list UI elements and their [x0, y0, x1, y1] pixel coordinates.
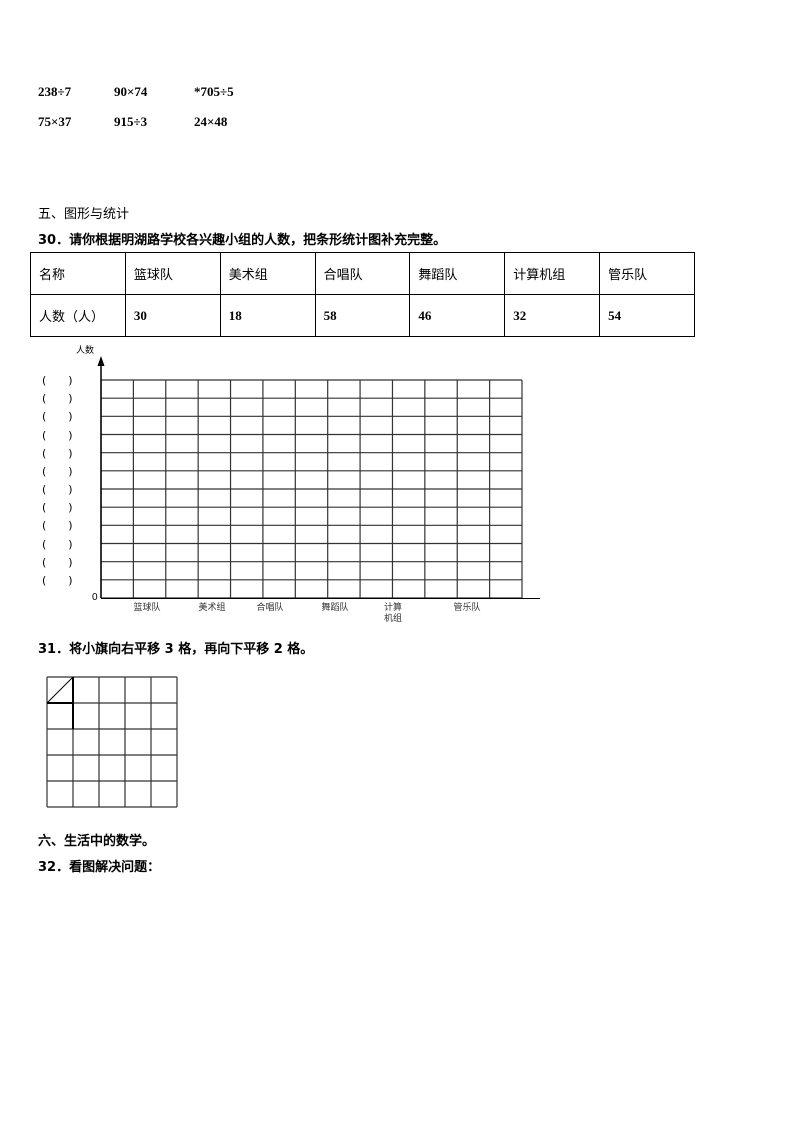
- calc-3: *705÷5: [194, 84, 234, 99]
- calc-1: 238÷7: [38, 84, 72, 99]
- y-tick-blank[interactable]: ( ): [42, 392, 73, 406]
- calc-2: 90×74: [114, 84, 148, 99]
- table-cell: 名称: [30, 252, 126, 295]
- y-tick-blank[interactable]: ( ): [42, 410, 73, 424]
- table-cell: 54: [599, 294, 695, 337]
- group-count-table: 名称 篮球队 美术组 合唱队 舞蹈队 计算机组 管乐队 人数（人） 30 18 …: [30, 252, 695, 337]
- table-cell: 管乐队: [599, 252, 695, 295]
- y-tick-blank[interactable]: ( ): [42, 501, 73, 515]
- y-axis-label: 人数: [76, 346, 95, 356]
- table-cell: 计算机组: [504, 252, 601, 295]
- flag-icon: [46, 676, 74, 729]
- question-31: 31．将小旗向右平移 3 格，再向下平移 2 格。: [38, 642, 314, 657]
- table-cell: 18: [219, 294, 316, 337]
- section-6-title: 六、生活中的数学。: [38, 834, 156, 849]
- table-cell: 人数（人）: [30, 294, 126, 337]
- table-cell: 46: [409, 294, 506, 337]
- x-label-band: 管乐队: [453, 603, 481, 613]
- y-tick-blank[interactable]: ( ): [42, 555, 73, 569]
- table-cell: 32: [504, 294, 601, 337]
- x-label-computer: 计算机组: [383, 603, 402, 624]
- calc-4: 75×37: [38, 114, 72, 129]
- y-tick-blank[interactable]: ( ): [42, 573, 73, 587]
- y-tick-blank[interactable]: ( ): [42, 428, 73, 442]
- table-cell: 合唱队: [314, 252, 411, 295]
- table-cell: 30: [124, 294, 221, 337]
- y-tick-blank[interactable]: ( ): [42, 446, 73, 460]
- y-tick-blank[interactable]: ( ): [42, 374, 73, 387]
- flag-diagonal: [46, 676, 74, 704]
- x-label-art: 美术组: [198, 603, 226, 613]
- y-axis-arrow-icon: [97, 356, 105, 366]
- table-header-row: 名称 篮球队 美术组 合唱队 舞蹈队 计算机组 管乐队: [30, 252, 695, 295]
- y-tick-blank[interactable]: ( ): [42, 483, 73, 496]
- origin-label: 0: [92, 592, 98, 603]
- section-5-title: 五、图形与统计: [38, 207, 130, 222]
- calc-5: 915÷3: [114, 114, 148, 129]
- y-tick-blank[interactable]: ( ): [42, 464, 73, 478]
- x-label-choir: 合唱队: [256, 603, 284, 613]
- x-label-basketball: 篮球队: [133, 603, 161, 613]
- x-label-dance: 舞蹈队: [321, 603, 349, 613]
- calc-6: 24×48: [194, 114, 228, 129]
- y-tick-blank[interactable]: ( ): [42, 537, 73, 551]
- table-row: 人数（人） 30 18 58 46 32 54: [30, 294, 695, 337]
- table-cell: 58: [314, 294, 411, 337]
- question-30: 30．请你根据明湖路学校各兴趣小组的人数，把条形统计图补充完整。: [38, 233, 447, 248]
- y-tick-blank[interactable]: ( ): [42, 519, 73, 533]
- question-32: 32．看图解决问题：: [38, 860, 161, 875]
